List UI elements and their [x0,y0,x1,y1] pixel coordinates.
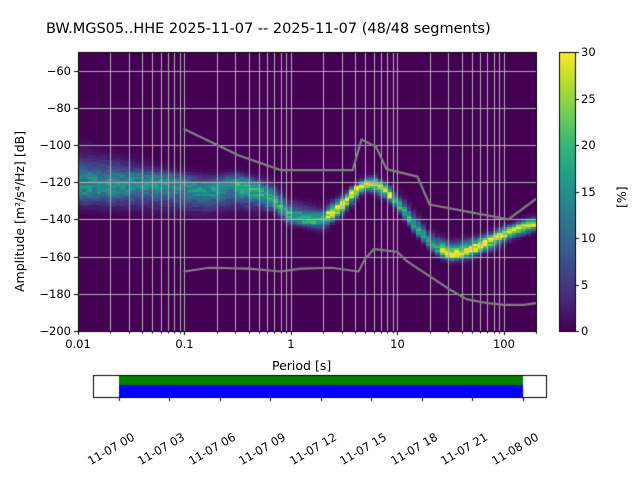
ppsd-figure: BW.MGS05..HHE 2025-11-07 -- 2025-11-07 (… [0,0,640,480]
ppsd-plot-canvas [0,0,640,480]
